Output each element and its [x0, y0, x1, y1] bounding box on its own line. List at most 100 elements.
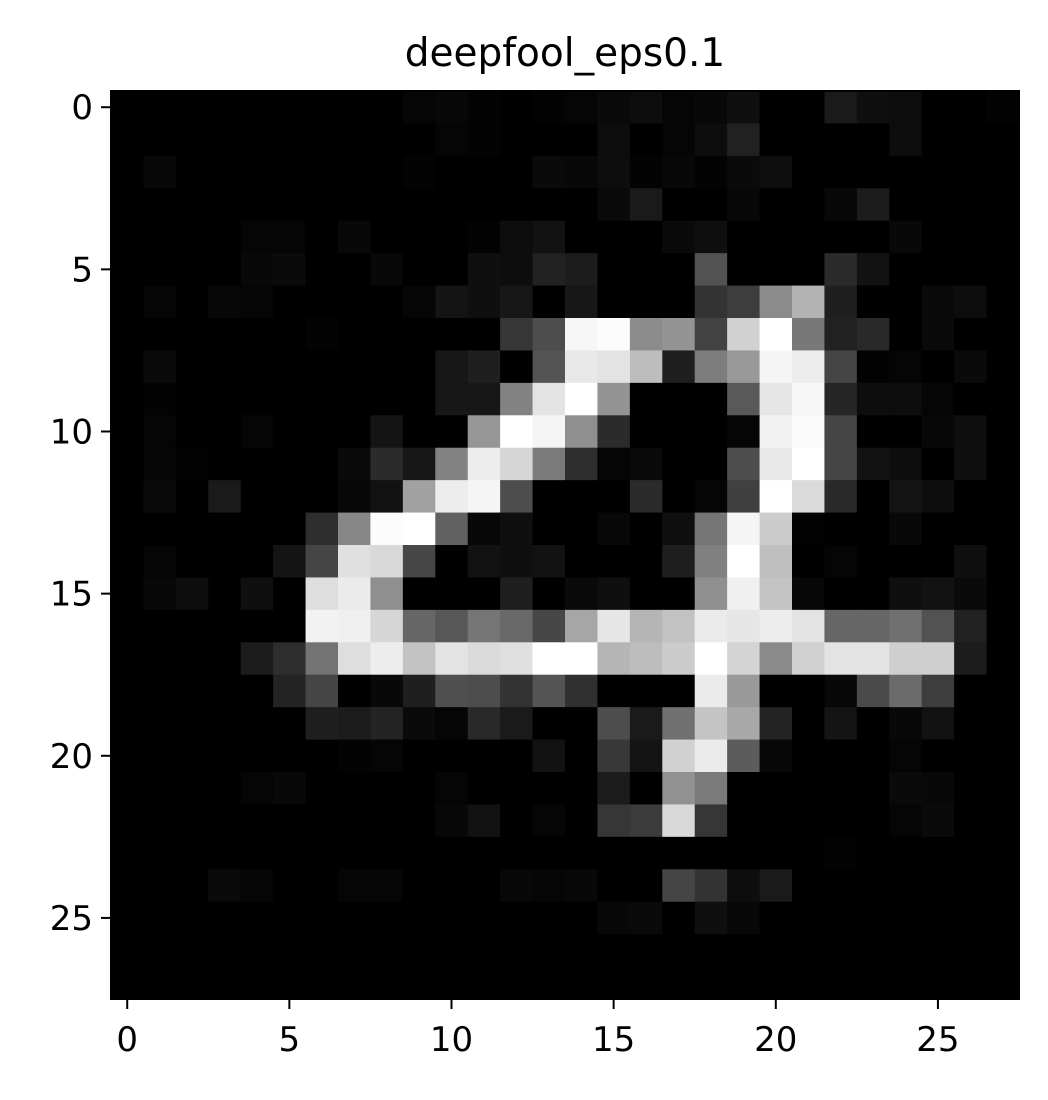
heatmap-cell	[597, 91, 631, 125]
y-tick-label: 10	[50, 413, 93, 453]
heatmap-cell	[402, 480, 436, 514]
heatmap-cell	[240, 480, 274, 514]
heatmap-cell	[305, 804, 339, 838]
heatmap-cell	[629, 577, 663, 611]
heatmap-cell	[727, 642, 761, 676]
heatmap-cell	[435, 869, 469, 903]
heatmap-cell	[208, 739, 242, 773]
heatmap-cell	[435, 512, 469, 546]
heatmap-cell	[824, 350, 858, 384]
heatmap-cell	[856, 804, 890, 838]
heatmap-cell	[986, 836, 1020, 870]
heatmap-cell	[467, 188, 501, 222]
heatmap-cell	[370, 869, 404, 903]
heatmap-cell	[597, 285, 631, 319]
heatmap-cell	[143, 772, 177, 806]
heatmap-cell	[856, 739, 890, 773]
heatmap-cell	[305, 609, 339, 643]
heatmap-cell	[208, 188, 242, 222]
heatmap-cell	[208, 123, 242, 157]
heatmap-cell	[208, 966, 242, 1000]
heatmap-cell	[467, 480, 501, 514]
heatmap-cell	[402, 545, 436, 579]
heatmap-cell	[856, 836, 890, 870]
heatmap-cell	[954, 123, 988, 157]
heatmap-cell	[889, 415, 923, 449]
heatmap-cell	[662, 447, 696, 481]
heatmap-cell	[986, 739, 1020, 773]
heatmap-cell	[402, 609, 436, 643]
heatmap-cell	[240, 739, 274, 773]
heatmap-cell	[759, 155, 793, 189]
heatmap-cell	[759, 318, 793, 352]
heatmap-cell	[856, 609, 890, 643]
heatmap-cell	[402, 739, 436, 773]
heatmap-cell	[986, 772, 1020, 806]
heatmap-cell	[856, 382, 890, 416]
heatmap-cell	[759, 609, 793, 643]
heatmap-cell	[402, 901, 436, 935]
heatmap-cell	[629, 382, 663, 416]
heatmap-cell	[759, 91, 793, 125]
heatmap-cell	[305, 772, 339, 806]
heatmap-cell	[208, 674, 242, 708]
heatmap-cell	[597, 382, 631, 416]
y-tick-label: 15	[50, 575, 93, 615]
heatmap-cell	[759, 577, 793, 611]
heatmap-cell	[824, 447, 858, 481]
heatmap-cell	[921, 123, 955, 157]
heatmap-cell	[921, 382, 955, 416]
heatmap-cell	[727, 707, 761, 741]
heatmap-cell	[727, 966, 761, 1000]
heatmap-cell	[532, 123, 566, 157]
heatmap-cell	[467, 577, 501, 611]
heatmap-cell	[240, 804, 274, 838]
heatmap-cell	[175, 188, 209, 222]
heatmap-cell	[565, 836, 599, 870]
heatmap-cell	[402, 642, 436, 676]
heatmap-cell	[727, 674, 761, 708]
heatmap-cell	[273, 91, 307, 125]
heatmap-cell	[662, 480, 696, 514]
heatmap-cell	[240, 382, 274, 416]
heatmap-cell	[143, 318, 177, 352]
heatmap-cell	[565, 609, 599, 643]
heatmap-cell	[370, 836, 404, 870]
heatmap-cell	[921, 869, 955, 903]
heatmap-cell	[532, 836, 566, 870]
heatmap-cell	[727, 285, 761, 319]
heatmap-cell	[111, 415, 145, 449]
heatmap-cell	[824, 91, 858, 125]
heatmap-cell	[889, 545, 923, 579]
heatmap-cell	[338, 285, 372, 319]
heatmap-cell	[727, 188, 761, 222]
heatmap-cell	[565, 966, 599, 1000]
heatmap-cell	[143, 123, 177, 157]
heatmap-cell	[629, 609, 663, 643]
heatmap-cell	[143, 609, 177, 643]
heatmap-cell	[792, 901, 826, 935]
heatmap-cell	[597, 739, 631, 773]
heatmap-cell	[305, 123, 339, 157]
heatmap-cell	[175, 934, 209, 968]
heatmap-cell	[273, 447, 307, 481]
heatmap-cell	[402, 220, 436, 254]
x-axis: 0 5 10 15 20 25	[116, 999, 960, 1060]
heatmap-cell	[565, 512, 599, 546]
heatmap-cell	[273, 415, 307, 449]
heatmap-cell	[727, 123, 761, 157]
heatmap-cell	[792, 188, 826, 222]
heatmap-cell	[500, 220, 534, 254]
heatmap-cell	[338, 934, 372, 968]
heatmap-cell	[629, 804, 663, 838]
heatmap-cell	[175, 869, 209, 903]
heatmap-cell	[954, 901, 988, 935]
heatmap-cell	[565, 318, 599, 352]
heatmap-cell	[370, 545, 404, 579]
heatmap-cell	[824, 123, 858, 157]
x-tick-label: 15	[592, 1020, 635, 1060]
heatmap-cell	[694, 415, 728, 449]
heatmap-cell	[986, 934, 1020, 968]
heatmap-cell	[500, 253, 534, 287]
heatmap-cell	[240, 674, 274, 708]
